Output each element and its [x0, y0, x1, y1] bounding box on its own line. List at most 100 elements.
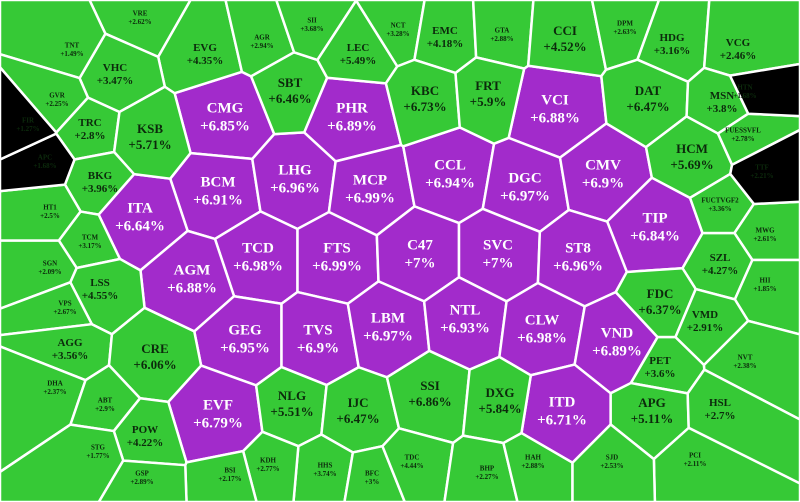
cell-ticker: SII [307, 16, 317, 24]
cell-ticker: LEC [347, 42, 370, 54]
cell-value-label: +3.56% [52, 350, 89, 362]
cell-value-label: +4.44% [400, 462, 423, 470]
cell-ticker: NLG [278, 388, 306, 403]
cell-ticker: SZL [710, 252, 731, 264]
cell-value-label: +2.91% [687, 322, 724, 334]
cell [0, 0, 107, 80]
cell-ticker: TRC [78, 117, 101, 129]
cell-value-label: +3.17% [78, 242, 101, 250]
cell-ticker: HHS [318, 461, 333, 469]
cell-ticker: VHC [103, 62, 128, 74]
cell [184, 449, 258, 502]
cell-value-label: +6.79% [193, 415, 243, 431]
cell-value-label: +6.89% [327, 118, 377, 134]
cell-ticker: PET [649, 355, 671, 367]
cell-value-label: +6.64% [115, 218, 165, 234]
cell-value-label: +6.73% [403, 99, 446, 114]
cell-ticker: MCP [353, 172, 387, 188]
cell-value-label: +6.97% [500, 188, 550, 204]
cell [454, 56, 526, 145]
cell-ticker: TNT [65, 41, 80, 49]
cell-ticker: FRT [475, 78, 501, 93]
cell-ticker: CRE [141, 341, 168, 356]
cell-value-label: +2.53% [600, 462, 623, 470]
cell-value-label: +2.88% [490, 35, 513, 43]
cell-ticker: SVC [483, 237, 513, 253]
cell-value-label: +6.99% [312, 258, 362, 274]
cell-value-label: +3.68% [300, 25, 323, 33]
cell-ticker: AGM [174, 262, 211, 278]
cell-value-label: +4.22% [127, 437, 164, 449]
cell-value-label: +2.78% [731, 135, 754, 143]
cell-ticker: STG [91, 443, 106, 451]
cell-value-label: +5.9% [470, 94, 507, 109]
cell-ticker: TIP [642, 210, 667, 226]
cell-ticker: APC [38, 153, 52, 161]
cell-ticker: CMG [207, 100, 244, 116]
cell-value-label: +2.8% [74, 130, 105, 142]
cell [686, 368, 800, 485]
cell-value-label: +2.77% [256, 465, 279, 473]
cell-value-label: +5.11% [631, 411, 673, 426]
cell-value-label: +2.89% [130, 478, 153, 486]
cell-value-label: +2.9% [95, 405, 115, 413]
cell-ticker: LSS [90, 277, 110, 289]
cell-value-label: +2.62% [128, 18, 151, 26]
cell-ticker: LHG [278, 162, 312, 178]
cell-value-label: +2.46% [720, 50, 757, 62]
cell-value-label: +5.51% [270, 404, 313, 419]
cell-value-label: +6.91% [193, 192, 243, 208]
cell-value-label: +4.35% [187, 55, 224, 67]
cell-value-label: +3.96% [82, 183, 119, 195]
cell-value-label: +6.47% [626, 99, 669, 114]
cell-ticker: NTL [450, 302, 481, 318]
cell-value-label: +3.6% [644, 368, 675, 380]
cell-value-label: +2.63% [613, 28, 636, 36]
cell-ticker: NVT [738, 353, 753, 361]
cell-ticker: EMC [432, 25, 458, 37]
cell-value-label: +1.68% [33, 162, 56, 170]
cell-value-label: +1.27% [16, 125, 39, 133]
cell-value-label: +6.71% [537, 412, 587, 428]
cell [241, 430, 300, 502]
cell-ticker: VND [601, 325, 634, 341]
cell-ticker: SSI [420, 378, 440, 393]
cell-value-label: +3% [365, 478, 380, 486]
cell-ticker: AGG [57, 337, 83, 349]
cell-ticker: HCM [676, 141, 708, 156]
cell-ticker: HDG [659, 32, 685, 44]
cell-value-label: +6.88% [530, 110, 580, 126]
cell-ticker: FIR [22, 116, 35, 124]
cell-ticker: ITA [127, 200, 153, 216]
cell-ticker: BFC [365, 469, 379, 477]
cell-ticker: GTA [495, 26, 510, 34]
cell-ticker: HTN [737, 83, 752, 91]
cell-ticker: NCT [391, 21, 406, 29]
cell-value-label: +6.47% [336, 411, 379, 426]
cell-value-label: +4.18% [427, 38, 464, 50]
cell-value-label: +3.74% [313, 470, 336, 478]
cell-ticker: VRE [133, 9, 148, 17]
cell-value-label: +5.49% [340, 55, 377, 67]
cell-ticker: SGN [43, 259, 57, 267]
cell-value-label: +7% [482, 255, 513, 271]
cell-ticker: VCG [726, 37, 751, 49]
cell-ticker: FUESSVFL [725, 126, 761, 134]
cell [702, 0, 800, 77]
cell-value-label: +4.55% [82, 290, 119, 302]
cell-value-label: +2.88% [521, 462, 544, 470]
cell-value-label: +2.7% [704, 410, 735, 422]
cell [728, 128, 800, 206]
cell-value-label: +2.17% [218, 475, 241, 483]
cell-ticker: VCI [541, 92, 569, 108]
cell-value-label: +6.9% [582, 175, 624, 191]
cell-value-label: +6.46% [268, 91, 311, 106]
cell [571, 423, 657, 502]
cell-value-label: +6.93% [440, 320, 490, 336]
cell-value-label: +6.85% [200, 118, 250, 134]
cell-value-label: +1.49% [60, 50, 83, 58]
cell-value-label: +1.77% [86, 452, 109, 460]
cell [0, 66, 58, 161]
cell-ticker: BCM [201, 174, 236, 190]
cell-ticker: IJC [348, 395, 369, 410]
